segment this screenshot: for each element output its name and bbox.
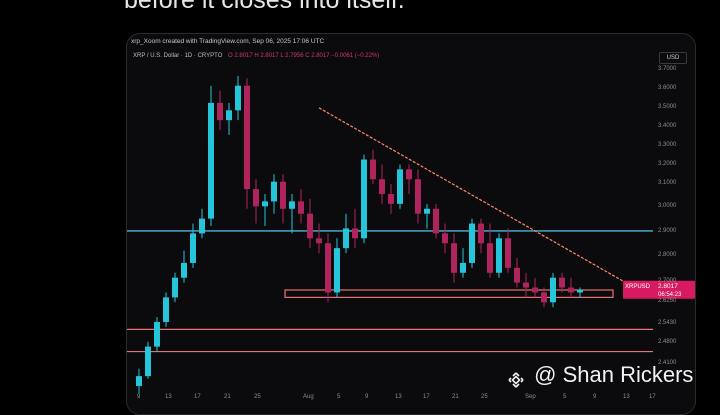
x-tick-label: 17: [194, 394, 201, 400]
price-tag-value: 2.8017: [658, 283, 678, 290]
candle: [244, 85, 250, 190]
candle: [541, 292, 547, 303]
candle: [271, 181, 277, 202]
candle: [163, 297, 169, 322]
y-tick-label: 2.7000: [658, 278, 677, 284]
candle: [172, 277, 178, 298]
candle: [361, 159, 367, 239]
candle: [262, 201, 268, 207]
candle: [334, 248, 340, 293]
x-tick-label: 17: [423, 394, 430, 400]
x-tick-label: 21: [452, 394, 459, 400]
candle: [433, 208, 439, 234]
x-tick-label: 13: [623, 394, 630, 400]
candle: [181, 262, 187, 278]
candle: [289, 201, 295, 209]
x-tick-label: 25: [254, 394, 261, 400]
candle: [397, 169, 403, 204]
symbol-name: XRP / U.S. Dollar · 1D · CRYPTO: [133, 53, 223, 59]
y-tick-label: 2.4800: [658, 339, 677, 345]
x-tick-label: 13: [165, 394, 172, 400]
support-zone-box: [284, 289, 614, 298]
candle: [235, 85, 241, 111]
candle: [451, 243, 457, 273]
y-tick-label: 2.5430: [658, 320, 677, 326]
y-tick-label: 2.8000: [658, 252, 677, 258]
candle: [298, 201, 304, 214]
price-tag-countdown: 06:54:23: [658, 292, 682, 298]
x-tick-label: 9: [137, 394, 141, 400]
candle: [145, 346, 151, 377]
candle: [577, 290, 583, 293]
y-tick-label: 3.4000: [658, 123, 677, 129]
candle: [343, 228, 349, 249]
binance-logo-icon: [508, 368, 524, 388]
chart-credit: xrp_Xoom created with TradingView.com, S…: [131, 38, 325, 45]
candle: [514, 267, 520, 283]
candle: [307, 213, 313, 239]
x-tick-label: 25: [481, 394, 488, 400]
candle: [406, 169, 412, 180]
post-headline: before it closes into itself.: [124, 0, 405, 14]
x-tick-label: 21: [224, 394, 231, 400]
candle: [460, 262, 466, 273]
x-tick-label: 5: [563, 394, 567, 400]
descending-trendline: [318, 107, 644, 293]
candle: [253, 189, 259, 207]
price-tag-symbol: XRPUSD: [625, 284, 651, 290]
y-tick-label: 2.9000: [658, 228, 677, 234]
candle: [478, 223, 484, 244]
y-tick-label: 3.1000: [658, 180, 677, 186]
ohlc-values: O 2.8017 H 2.8017 L 2.7956 C 2.8017 −0.0…: [228, 53, 380, 59]
candle: [352, 228, 358, 239]
candle: [559, 277, 565, 288]
candle: [568, 287, 574, 293]
candle: [217, 102, 223, 121]
candle: [424, 208, 430, 214]
x-tick-label: 5: [337, 394, 341, 400]
x-tick-label: 13: [395, 394, 402, 400]
y-tick-label: 3.6000: [658, 85, 677, 91]
price-tag-badge: [623, 280, 695, 299]
candle: [226, 110, 232, 121]
candle: [199, 218, 205, 234]
x-tick-label: 17: [649, 394, 656, 400]
candle: [550, 277, 556, 303]
x-tick-label: Aug: [303, 394, 314, 400]
y-tick-label: 3.2000: [658, 161, 677, 167]
watermark: @ Shan Rickers: [508, 362, 693, 388]
candle: [496, 238, 502, 273]
candle: [523, 282, 529, 288]
x-tick-label: Sep: [525, 394, 536, 400]
candlestick-chart: XRPUSD 2.8017 06:54:23 3.7000 3.6000 3.5000 3…: [127, 66, 695, 400]
y-tick-label: 3.5000: [658, 104, 677, 110]
x-tick-label: 9: [593, 394, 597, 400]
y-tick-label: 3.0000: [658, 203, 677, 209]
candle: [487, 243, 493, 273]
candle: [388, 194, 394, 204]
y-tick-label: 2.6250: [658, 298, 677, 304]
symbol-legend: XRP / U.S. Dollar · 1D · CRYPTO O 2.8017…: [133, 53, 379, 59]
chart-screenshot: xrp_Xoom created with TradingView.com, S…: [126, 33, 696, 415]
watermark-text: @ Shan Rickers: [534, 362, 694, 387]
y-tick-label: 3.7000: [658, 66, 677, 72]
candle: [280, 181, 286, 209]
y-tick-label: 3.3000: [658, 142, 677, 148]
candle: [532, 287, 538, 293]
currency-selector[interactable]: USD: [659, 52, 687, 64]
candle: [442, 233, 448, 244]
candle: [136, 376, 142, 386]
candle: [370, 159, 376, 180]
candle: [415, 179, 421, 214]
candle: [505, 238, 511, 268]
y-tick-label: 2.4100: [658, 360, 677, 366]
candle: [208, 102, 214, 219]
candle: [190, 233, 196, 263]
x-tick-label: 9: [365, 394, 369, 400]
candle: [379, 179, 385, 194]
candle: [316, 238, 322, 244]
candle: [469, 223, 475, 263]
candle: [154, 322, 160, 347]
candle: [325, 243, 331, 293]
